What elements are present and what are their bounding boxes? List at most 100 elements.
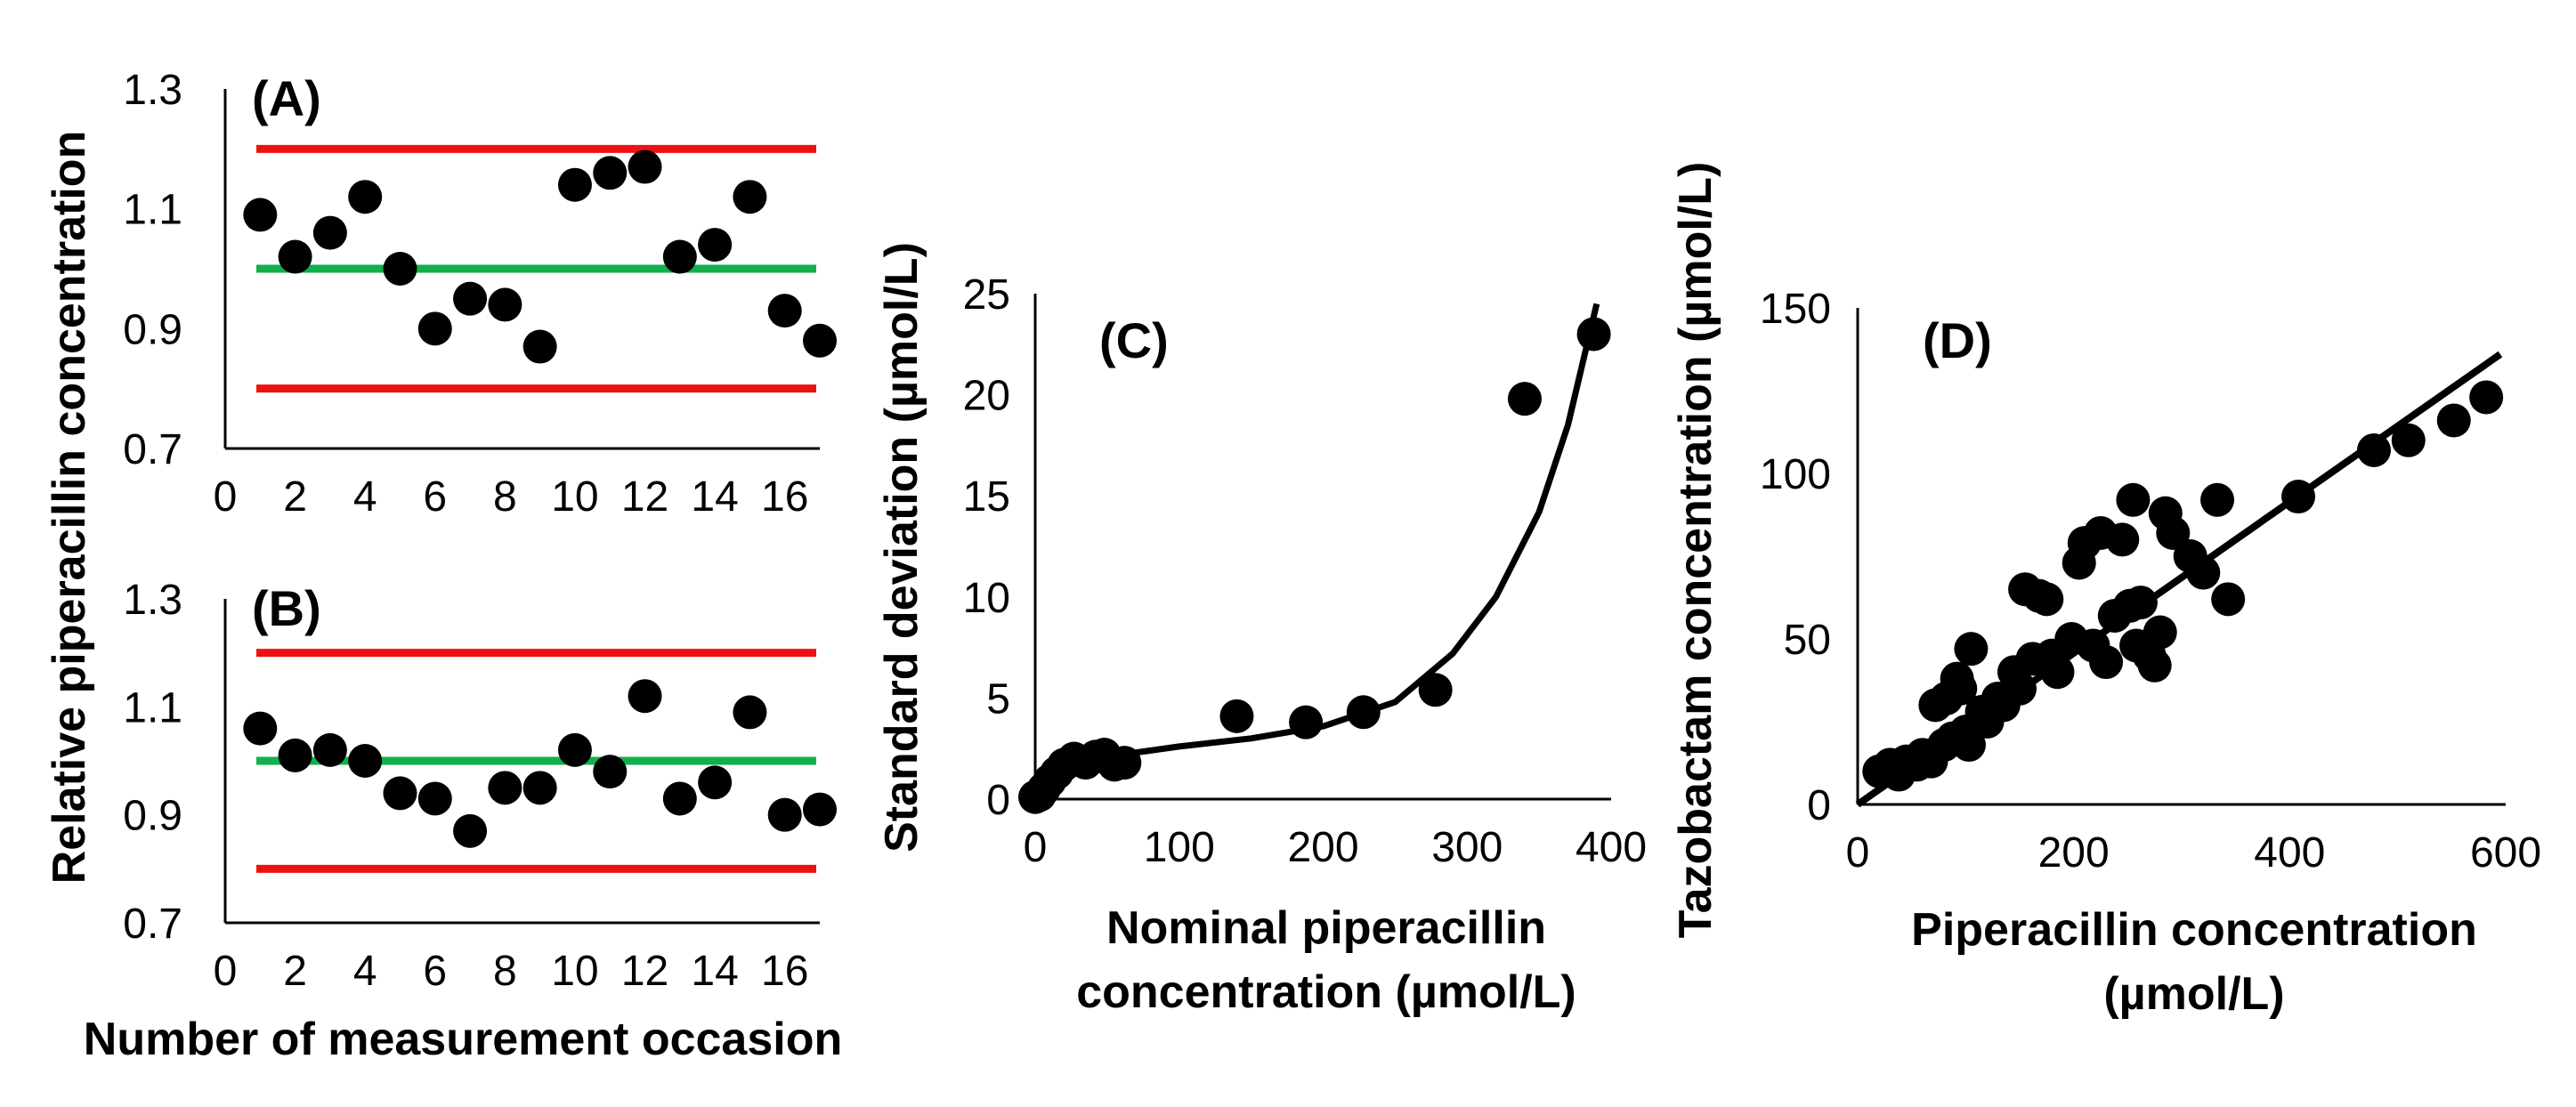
data-point [2105, 522, 2140, 557]
x-tick-label: 200 [2038, 829, 2110, 877]
data-point [348, 744, 383, 778]
x-tick-label: 0 [1846, 829, 1870, 877]
data-point [662, 239, 697, 274]
data-point [2123, 586, 2158, 620]
data-point [453, 813, 488, 848]
data-point [488, 287, 522, 322]
data-point [2281, 480, 2316, 514]
data-point [278, 239, 312, 274]
x-axis-label: concentration (µmol/L) [1076, 966, 1576, 1018]
data-point [348, 180, 383, 214]
x-tick-label: 14 [691, 948, 738, 995]
data-point [417, 781, 452, 816]
data-point [1107, 746, 1142, 780]
x-tick-label: 10 [551, 473, 598, 521]
data-point [803, 792, 837, 827]
data-point [2040, 655, 2075, 690]
data-point [243, 198, 278, 232]
data-point [2029, 582, 2064, 617]
chart-panel-c: 0 5 10 15 20 25 0 100 200 300 400 (C) Nominal pipera… [876, 242, 1647, 1018]
x-tick-label: 100 [1144, 824, 1215, 871]
x-tick-label: 6 [423, 948, 447, 995]
data-point [417, 311, 452, 346]
data-point [557, 732, 592, 767]
x-tick-label: 8 [493, 473, 517, 521]
chart-panel-a: 0.7 0.9 1.1 1.3 0 2 4 6 8 10 12 14 16 (A) [123, 67, 837, 521]
data-point [1951, 728, 1986, 763]
y-tick-label: 10 [963, 575, 1010, 622]
data-point [557, 167, 592, 202]
data-point [312, 732, 347, 767]
y-tick-label: 5 [986, 675, 1010, 723]
panel-label: (B) [252, 580, 321, 636]
data-point [1219, 699, 1254, 733]
data-point [2211, 582, 2246, 617]
y-tick-label: 0.7 [123, 426, 182, 473]
x-tick-label: 2 [283, 948, 307, 995]
data-point [1346, 695, 1381, 730]
y-tick-label: 1.1 [123, 684, 182, 731]
data-point [1576, 317, 1611, 351]
data-point [2137, 648, 2172, 683]
data-point [2200, 482, 2235, 517]
chart-panel-d: 0 50 100 150 0 200 400 600 (D) Piperacillin conce… [1670, 162, 2541, 1020]
x-tick-label: 6 [423, 473, 447, 521]
data-point [628, 679, 662, 714]
data-point [383, 776, 417, 811]
data-point [628, 149, 662, 184]
x-axis-label: Piperacillin concentration [1911, 904, 2477, 956]
chart-panel-b: 0.7 0.9 1.1 1.3 0 2 4 6 8 10 12 14 16 (B) [123, 577, 837, 995]
data-point [453, 281, 488, 316]
x-tick-label: 16 [761, 473, 808, 521]
data-point [243, 711, 278, 746]
x-tick-label: 2 [283, 473, 307, 521]
y-tick-label: 0.9 [123, 793, 182, 840]
y-tick-label: 50 [1784, 617, 1831, 664]
data-point [522, 329, 557, 364]
ab-x-axis-label: Number of measurement occasion [84, 1014, 842, 1065]
y-axis-label: Standard deviation (µmol/L) [876, 242, 928, 852]
y-tick-label: 150 [1760, 286, 1831, 333]
data-point [733, 695, 767, 730]
x-tick-label: 0 [214, 473, 238, 521]
data-point [593, 156, 628, 190]
ab-y-axis-label: Relative piperacillin concentration [44, 131, 95, 885]
data-point [2116, 482, 2151, 517]
y-tick-label: 25 [963, 271, 1010, 319]
data-point [593, 755, 628, 789]
data-point [2156, 515, 2191, 550]
panel-label: (C) [1099, 312, 1169, 368]
data-point [2186, 555, 2221, 590]
x-tick-label: 16 [761, 948, 808, 995]
data-point [1289, 705, 1324, 739]
x-tick-label: 0 [214, 948, 238, 995]
x-tick-label: 4 [353, 473, 377, 521]
data-point [488, 771, 522, 805]
data-point [1418, 673, 1453, 707]
x-tick-label: 400 [2254, 829, 2325, 877]
x-axis-label: (µmol/L) [2103, 968, 2284, 1020]
x-tick-label: 14 [691, 473, 738, 521]
x-tick-label: 400 [1576, 824, 1647, 871]
data-point [2143, 615, 2177, 650]
data-point [2391, 423, 2426, 457]
y-tick-label: 1.3 [123, 577, 182, 624]
x-tick-label: 0 [1024, 824, 1048, 871]
data-point [2003, 671, 2037, 706]
y-tick-label: 0.9 [123, 306, 182, 353]
x-tick-label: 12 [621, 948, 668, 995]
data-point [767, 294, 802, 328]
y-tick-label: 0.7 [123, 901, 182, 948]
data-point [2469, 380, 2504, 415]
data-point [698, 765, 733, 800]
data-point [1954, 632, 1989, 667]
data-point [2089, 645, 2124, 680]
x-tick-label: 4 [353, 948, 377, 995]
y-tick-label: 0 [986, 777, 1010, 824]
y-tick-label: 15 [963, 473, 1010, 521]
y-tick-label: 0 [1807, 782, 1831, 829]
data-point [767, 797, 802, 832]
data-point [1943, 671, 1978, 706]
y-tick-label: 100 [1760, 451, 1831, 498]
